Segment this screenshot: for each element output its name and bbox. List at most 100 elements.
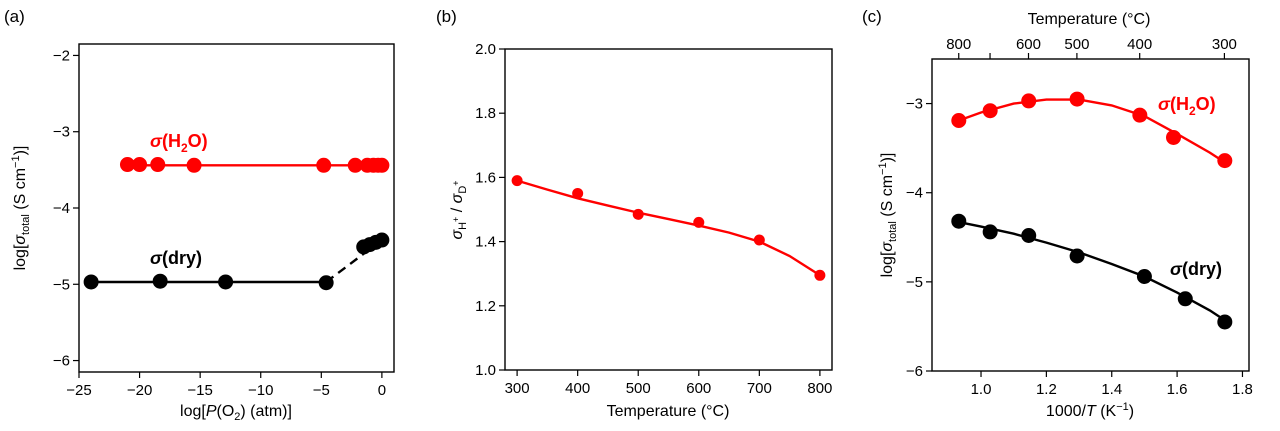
panel-b-ylabel: σH+ / σD+	[449, 180, 469, 239]
panel-b-label: (b)	[436, 7, 457, 26]
data-point	[693, 216, 705, 228]
x-tick-label: 1.0	[971, 381, 992, 398]
y-tick-label: −3	[53, 124, 70, 141]
x-tick-label: 600	[686, 380, 711, 397]
data-point	[1021, 228, 1037, 244]
x-tick-label: 1.2	[1036, 381, 1057, 398]
y-tick-label: 1.8	[475, 105, 496, 122]
data-point	[132, 157, 148, 173]
y-tick-label: 1.6	[475, 169, 496, 186]
panel-a-frame	[78, 43, 395, 373]
data-point	[1021, 93, 1037, 109]
data-point	[316, 157, 332, 173]
data-point	[1217, 314, 1233, 330]
top-tick-label: 300	[1212, 36, 1237, 53]
top-tick-label: 800	[946, 36, 971, 53]
panel-a-xlabel: log[P(O2) (atm)]	[180, 403, 292, 423]
data-point	[318, 275, 334, 291]
data-point	[1166, 129, 1182, 145]
data-point	[753, 234, 765, 246]
data-point	[186, 157, 202, 173]
y-tick-label: −5	[53, 276, 70, 293]
data-point	[1069, 91, 1085, 107]
y-tick-label: −4	[53, 200, 70, 217]
panel-c-frame	[931, 58, 1250, 372]
panel-a-label: (a)	[4, 7, 25, 26]
x-tick-label: 500	[626, 380, 651, 397]
data-point	[119, 157, 135, 173]
y-tick-label: 1.4	[475, 234, 496, 251]
fit-line	[516, 179, 821, 277]
top-tick-label: 500	[1064, 36, 1089, 53]
data-point	[632, 208, 644, 220]
data-point	[1217, 153, 1233, 169]
panel-a-fit-lines	[91, 164, 383, 284]
y-tick-label: −5	[906, 274, 923, 291]
data-point	[150, 157, 166, 173]
fit-line	[958, 98, 1226, 164]
data-point	[982, 103, 998, 119]
x-tick-label: 700	[747, 380, 772, 397]
panel-c-ylabel: log[σtotal (S cm−1)]	[877, 153, 899, 278]
panel-c-label: (c)	[862, 7, 882, 26]
data-point	[1177, 291, 1193, 307]
x-tick-label: 800	[807, 380, 832, 397]
panel-c-series-label-h2o: σ(H2O)	[1158, 94, 1216, 118]
panel-b-points	[511, 175, 826, 281]
data-point	[1136, 269, 1152, 285]
y-tick-label: −3	[906, 96, 923, 113]
x-tick-label: 0	[378, 382, 386, 399]
x-tick-label: 1.6	[1167, 381, 1188, 398]
panel-c-series-label-dry: σ(dry)	[1170, 259, 1222, 279]
x-tick-label: 400	[565, 380, 590, 397]
y-tick-label: 2.0	[475, 41, 496, 58]
panel-a-ylabel: log[σtotal (S cm−1)]	[10, 146, 32, 271]
fit-line	[325, 239, 383, 283]
x-tick-label: 1.8	[1232, 381, 1253, 398]
panel-b-fit-lines	[516, 179, 821, 277]
data-point	[814, 269, 826, 281]
data-point	[347, 157, 363, 173]
data-point	[1069, 248, 1085, 264]
data-point	[83, 274, 99, 290]
panel-a: (a) −25 −20 −15 −10 −5 0 −6 −5 −4 −3 −2 log[P(O2) …	[4, 7, 395, 423]
y-tick-label: −4	[906, 185, 923, 202]
data-point	[374, 232, 390, 248]
data-point	[572, 187, 584, 199]
x-tick-label: 1.4	[1101, 381, 1122, 398]
x-tick-label: −5	[313, 382, 330, 399]
panel-a-ticks: −25 −20 −15 −10 −5 0 −6 −5 −4 −3 −2	[53, 47, 386, 399]
data-point	[951, 113, 967, 129]
top-tick-label: 600	[1016, 36, 1041, 53]
y-tick-label: −6	[53, 353, 70, 370]
data-point	[951, 213, 967, 229]
x-tick-label: −20	[127, 382, 152, 399]
x-tick-label: −15	[187, 382, 212, 399]
data-point	[982, 224, 998, 240]
panel-b-frame	[504, 48, 833, 371]
panel-b-ticks: 300 400 500 600 700 800 1.0 1.2 1.4 1.6 1.8 2.0	[475, 41, 832, 397]
panel-c-xlabel: 1000/T (K−1)	[1046, 401, 1134, 420]
data-point	[1132, 107, 1148, 123]
panel-b-xlabel: Temperature (°C)	[607, 403, 730, 420]
panel-a-points	[83, 157, 390, 291]
x-tick-label: −10	[248, 382, 273, 399]
panel-c-points	[951, 91, 1233, 330]
data-point	[511, 175, 523, 187]
panel-c: (c) 1.0 1.2 1.4 1.6 1.8 −6 −5 −4 −3 800 600 500 400 3…	[862, 7, 1253, 420]
y-tick-label: 1.2	[475, 298, 496, 315]
panel-a-series-label-h2o: σ(H2O)	[150, 131, 208, 155]
x-tick-label: −25	[66, 382, 91, 399]
panel-b: (b) 300 400 500 600 700 800 1.0 1.2 1.4 1.6 1.8 2.0…	[436, 7, 833, 420]
panel-c-ticks: 1.0 1.2 1.4 1.6 1.8 −6 −5 −4 −3 800 600 500 400 300	[906, 36, 1253, 398]
y-tick-label: 1.0	[475, 362, 496, 379]
top-tick-label: 400	[1127, 36, 1152, 53]
data-point	[152, 273, 168, 289]
y-tick-label: −6	[906, 363, 923, 380]
panel-a-series-label-dry: σ(dry)	[150, 248, 202, 268]
y-tick-label: −2	[53, 47, 70, 64]
data-point	[218, 274, 234, 290]
x-tick-label: 300	[505, 380, 530, 397]
panel-c-fit-lines	[958, 98, 1226, 322]
